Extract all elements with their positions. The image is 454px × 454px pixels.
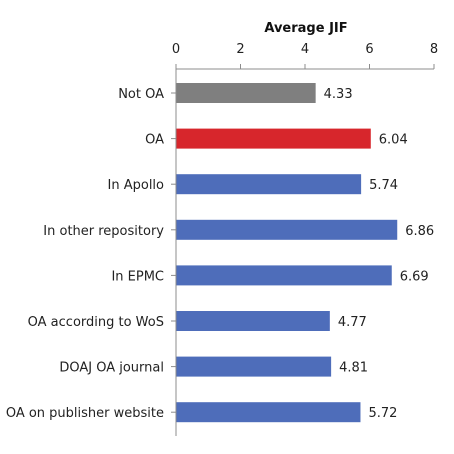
data-label: 6.69 bbox=[400, 269, 429, 284]
category-label: OA bbox=[145, 133, 164, 148]
data-label: 6.86 bbox=[405, 224, 434, 239]
x-axis-title: Average JIF bbox=[264, 21, 347, 36]
data-label: 4.81 bbox=[339, 361, 368, 376]
bar bbox=[176, 174, 362, 195]
x-tick-label: 2 bbox=[236, 42, 244, 57]
bar bbox=[176, 402, 361, 423]
bars bbox=[176, 83, 398, 423]
x-tick-label: 0 bbox=[172, 42, 180, 57]
data-label: 6.04 bbox=[379, 133, 408, 148]
data-label: 5.74 bbox=[369, 178, 398, 193]
bar bbox=[176, 356, 332, 377]
category-label: Not OA bbox=[118, 87, 164, 102]
data-label: 4.33 bbox=[324, 87, 353, 102]
category-label: OA according to WoS bbox=[28, 315, 164, 330]
bar bbox=[176, 219, 398, 240]
x-tick-label: 4 bbox=[301, 42, 309, 57]
bar bbox=[176, 311, 330, 331]
bar bbox=[176, 128, 371, 149]
category-labels: Not OA OA In Apollo In other repository In E… bbox=[6, 87, 164, 421]
category-label: In Apollo bbox=[108, 178, 165, 193]
category-label: DOAJ OA journal bbox=[59, 361, 164, 376]
x-axis-ticks: 0 2 4 6 8 bbox=[172, 42, 438, 69]
x-tick-label: 6 bbox=[365, 42, 373, 57]
axes bbox=[171, 68, 434, 436]
bar bbox=[176, 265, 392, 286]
bar bbox=[176, 83, 316, 103]
data-label: 5.72 bbox=[368, 406, 397, 421]
data-labels: 4.33 6.04 5.74 6.86 6.69 4.77 4.81 5.72 bbox=[324, 87, 435, 421]
data-label: 4.77 bbox=[338, 315, 367, 330]
category-label: In other repository bbox=[43, 224, 164, 239]
category-label: OA on publisher website bbox=[6, 406, 164, 421]
category-label: In EPMC bbox=[111, 269, 164, 284]
x-tick-label: 8 bbox=[430, 42, 438, 57]
